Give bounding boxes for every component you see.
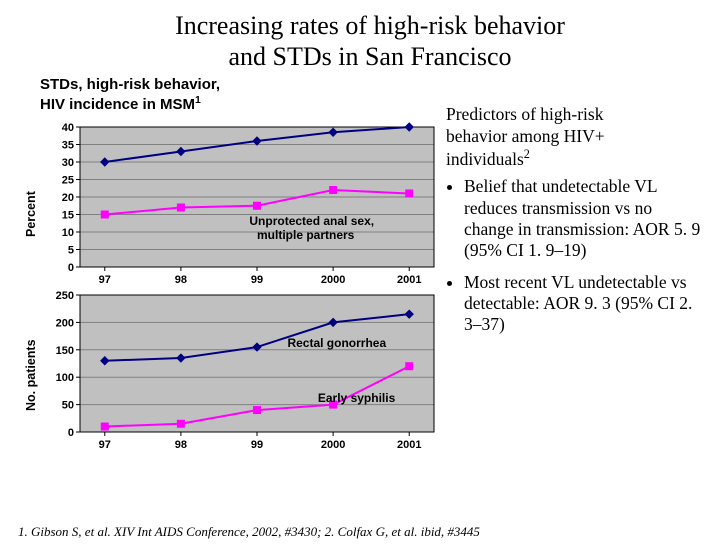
svg-text:Unprotected anal sex,: Unprotected anal sex,	[249, 214, 374, 228]
svg-text:97: 97	[99, 439, 111, 451]
svg-text:98: 98	[175, 274, 187, 286]
percent-chart: 0 5 10 15 20 25 30 35 40 97 98 99 2000 2001 Unprotecte…	[18, 119, 446, 289]
svg-text:97: 97	[99, 274, 111, 286]
right-column: Predictors of high-risk behavior among H…	[446, 76, 702, 454]
svg-text:Early syphilis: Early syphilis	[318, 391, 396, 405]
svg-text:99: 99	[251, 439, 263, 451]
bullet-1: Belief that undetectable VL reduces tran…	[464, 176, 702, 261]
svg-text:2001: 2001	[397, 274, 421, 286]
bullet-list: Belief that undetectable VL reduces tran…	[464, 176, 702, 335]
page-title: Increasing rates of high-risk behavior a…	[100, 10, 640, 72]
svg-text:10: 10	[62, 227, 74, 239]
svg-text:200: 200	[56, 317, 74, 329]
svg-text:99: 99	[251, 274, 263, 286]
footnote: 1. Gibson S, et al. XIV Int AIDS Confere…	[18, 524, 480, 540]
svg-text:40: 40	[62, 122, 74, 134]
chart-1-wrap: Percent 0 5 10 15 20 25 30 35 40 97 98 99 2000 2001 Un…	[18, 119, 446, 289]
svg-text:35: 35	[62, 139, 74, 151]
patients-chart: 0 50 100 150 200 250 97 98 99 2000 2001 Rectal gono…	[18, 289, 446, 454]
svg-text:Rectal gonorrhea: Rectal gonorrhea	[287, 336, 386, 350]
svg-text:98: 98	[175, 439, 187, 451]
svg-text:150: 150	[56, 345, 74, 357]
svg-text:0: 0	[68, 262, 74, 274]
svg-text:5: 5	[68, 244, 74, 256]
content-row: STDs, high-risk behavior, HIV incidence …	[0, 76, 720, 454]
chart2-ylabel: No. patients	[24, 339, 38, 411]
svg-text:2000: 2000	[321, 439, 345, 451]
svg-text:multiple partners: multiple partners	[257, 228, 355, 242]
bullet-2: Most recent VL undetectable vs detectabl…	[464, 272, 702, 336]
svg-text:20: 20	[62, 192, 74, 204]
left-column: STDs, high-risk behavior, HIV incidence …	[18, 76, 446, 454]
svg-text:250: 250	[56, 290, 74, 302]
svg-text:50: 50	[62, 399, 74, 411]
svg-text:25: 25	[62, 174, 74, 186]
title-line-1: and STDs in San Francisco	[228, 42, 511, 71]
title-line-0: Increasing rates of high-risk behavior	[175, 11, 565, 40]
chart-2-wrap: No. patients 0 50 100 150 200 250 97 98 99 2000 20…	[18, 289, 446, 454]
svg-text:0: 0	[68, 427, 74, 439]
chart-subtitle: STDs, high-risk behavior, HIV incidence …	[40, 76, 446, 113]
svg-text:2001: 2001	[397, 439, 421, 451]
predictors-heading: Predictors of high-risk behavior among H…	[446, 104, 702, 170]
svg-text:30: 30	[62, 157, 74, 169]
chart1-ylabel: Percent	[24, 191, 38, 237]
svg-text:100: 100	[56, 372, 74, 384]
svg-text:2000: 2000	[321, 274, 345, 286]
svg-text:15: 15	[62, 209, 74, 221]
